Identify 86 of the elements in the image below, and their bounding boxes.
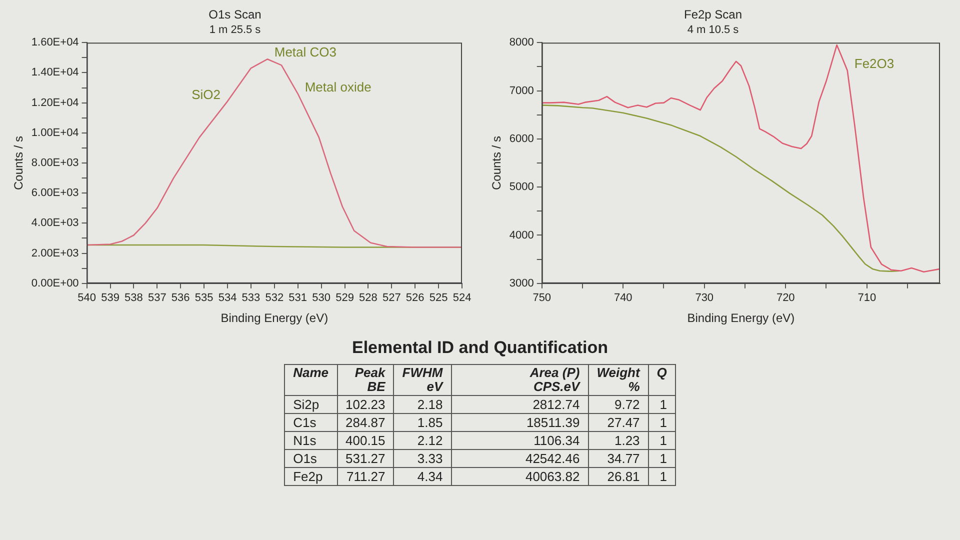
y-tick-label: 4.00E+03 (31, 217, 79, 230)
y-tick-label: 3000 (509, 277, 534, 290)
legend-label: Peak BE (337, 364, 394, 396)
category-label: C1s (284, 414, 337, 432)
category-label: O1s (284, 450, 337, 468)
data-label: 1106.34 (451, 432, 588, 450)
x-tick-label: 740 (614, 292, 632, 304)
data-label: 1 (648, 396, 676, 414)
x-tick-label: 531 (288, 292, 308, 304)
x-tick-label: 530 (312, 292, 330, 304)
y-tick-label: 1.00E+04 (31, 126, 79, 139)
x-axis-title: Binding Energy (eV) (220, 311, 328, 326)
category-label: N1s (284, 432, 337, 450)
data-label: 3.33 (394, 450, 452, 468)
x-tick-label: 525 (429, 292, 448, 304)
annotation: SiO2 (192, 86, 221, 102)
y-axis-title: Counts / s (490, 136, 504, 190)
data-label: 711.27 (337, 468, 394, 486)
y-tick-label: 5000 (509, 181, 534, 194)
text: Elemental ID and Quantification (351, 338, 609, 358)
data-label: 42542.46 (451, 450, 588, 468)
x-axis-title: Binding Energy (eV) (687, 311, 795, 326)
x-tick-label: 532 (265, 292, 284, 304)
category-label: Fe2p (284, 468, 337, 486)
x-tick-label: 538 (124, 292, 143, 304)
x-tick-label: 710 (858, 292, 876, 304)
x-tick-label: 750 (532, 292, 552, 304)
data-label: 1 (648, 414, 676, 432)
x-tick-label: 536 (171, 292, 190, 304)
y-tick-label: 1.40E+04 (31, 66, 79, 79)
data-label: 40063.82 (451, 468, 588, 486)
x-tick-label: 533 (242, 292, 260, 304)
data-label: 400.15 (337, 432, 394, 450)
x-tick-label: 537 (148, 292, 166, 304)
annotation: Metal CO3 (274, 44, 337, 60)
data-label: 102.23 (337, 396, 394, 414)
x-tick-label: 529 (336, 292, 354, 304)
chart-title: Fe2p Scan (684, 8, 742, 22)
data-label: 9.72 (588, 396, 648, 414)
data-label: 18511.39 (451, 414, 588, 432)
data-label: 284.87 (337, 414, 394, 432)
data-label: 2812.74 (451, 396, 588, 414)
chart-title: O1s Scan (208, 8, 262, 22)
data-label: 1 (648, 432, 676, 450)
annotation: Metal oxide (304, 79, 372, 94)
text: Area (P) CPS.eV (451, 364, 588, 396)
legend-label: FWHM eV (394, 364, 452, 396)
data-label: 531.27 (337, 450, 394, 468)
y-tick-label: 4000 (509, 229, 534, 242)
y-tick-label: 2.00E+03 (31, 247, 79, 260)
annotation: Fe2O3 (854, 56, 894, 72)
data-label: 1 (648, 468, 676, 486)
x-tick-label: 535 (194, 292, 214, 304)
data-label: 26.81 (588, 468, 648, 486)
x-tick-label: 539 (101, 292, 120, 304)
data-label: 27.47 (588, 414, 648, 432)
y-axis-title: Counts / s (12, 136, 26, 190)
legend-label: Q (648, 364, 676, 396)
y-tick-label: 0.00E+00 (31, 277, 79, 290)
data-label: 2.18 (394, 396, 452, 414)
text: Weight % (588, 364, 648, 396)
y-tick-label: 8000 (509, 36, 534, 49)
y-tick-label: 7000 (509, 84, 534, 97)
x-tick-label: 730 (695, 292, 714, 304)
text: Name (284, 364, 337, 396)
chart-subtitle: 4 m 10.5 s (687, 24, 740, 36)
data-label: 1.85 (394, 414, 452, 432)
y-tick-label: 1.20E+04 (31, 96, 79, 109)
y-tick-label: 1.60E+04 (31, 36, 79, 49)
data-label: 4.34 (394, 468, 452, 486)
x-tick-label: 540 (78, 292, 96, 304)
y-tick-label: 6.00E+03 (31, 187, 79, 200)
x-tick-label: 527 (382, 292, 401, 304)
x-tick-label: 720 (776, 292, 795, 304)
data-label: 1 (648, 450, 676, 468)
x-tick-label: 526 (406, 292, 424, 304)
x-tick-label: 528 (359, 292, 378, 304)
data-label: 34.77 (588, 450, 648, 468)
data-label: 2.12 (394, 432, 452, 450)
y-tick-label: 6000 (509, 132, 534, 145)
chart-subtitle: 1 m 25.5 s (209, 24, 262, 36)
x-tick-label: 524 (452, 292, 472, 304)
x-tick-label: 534 (218, 292, 237, 304)
category-label: Si2p (284, 396, 337, 414)
data-label: 1.23 (588, 432, 648, 450)
y-tick-label: 8.00E+03 (31, 157, 79, 170)
